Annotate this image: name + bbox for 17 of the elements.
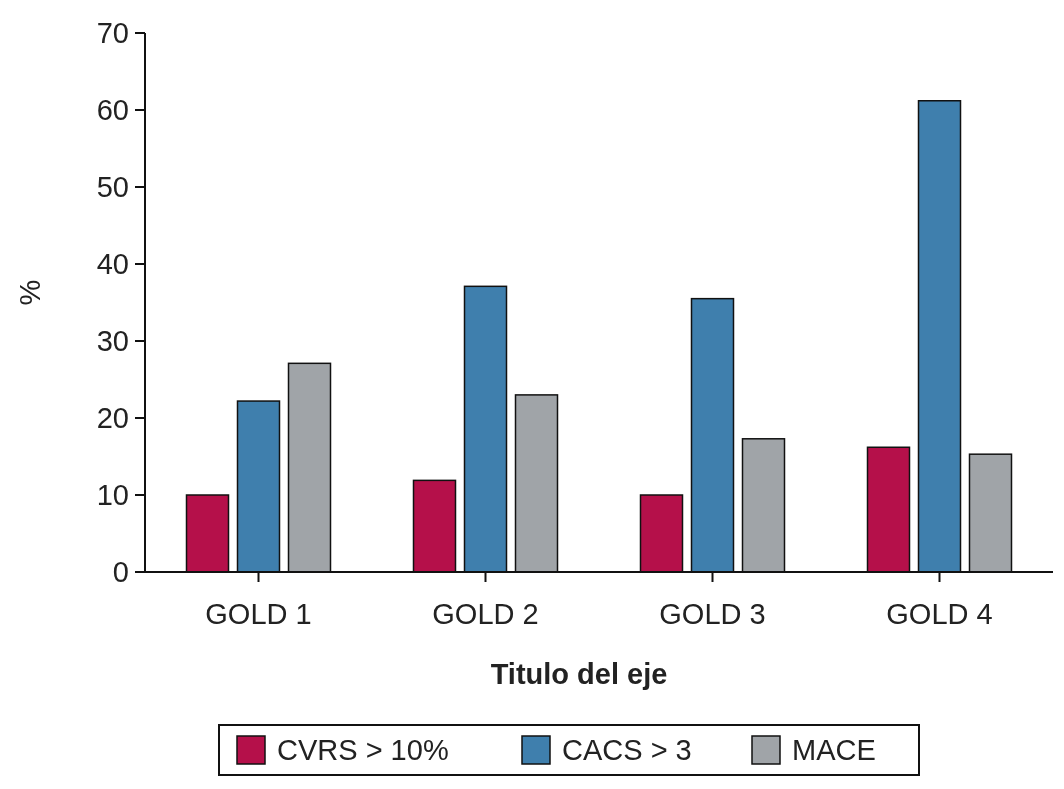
- x-axis-title: Titulo del eje: [490, 658, 668, 690]
- y-tick-label: 30: [96, 325, 129, 358]
- x-tick-label: GOLD 1: [205, 598, 312, 630]
- y-tick-label: 70: [96, 17, 129, 50]
- y-tick-label: 40: [96, 248, 129, 281]
- legend-label: CACS > 3: [562, 734, 692, 767]
- y-axis-title: %: [14, 279, 46, 306]
- x-tick-label: GOLD 2: [432, 598, 539, 630]
- legend-label: MACE: [792, 734, 876, 767]
- x-tick-label: GOLD 4: [886, 598, 993, 630]
- y-tick-label: 60: [96, 94, 129, 127]
- x-tick-label: GOLD 3: [659, 598, 766, 630]
- y-tick-label: 50: [96, 171, 129, 204]
- y-tick-label: 0: [112, 556, 129, 589]
- legend-label: CVRS > 10%: [277, 734, 449, 767]
- y-tick-label: 20: [96, 402, 129, 435]
- y-tick-label: 10: [96, 479, 129, 512]
